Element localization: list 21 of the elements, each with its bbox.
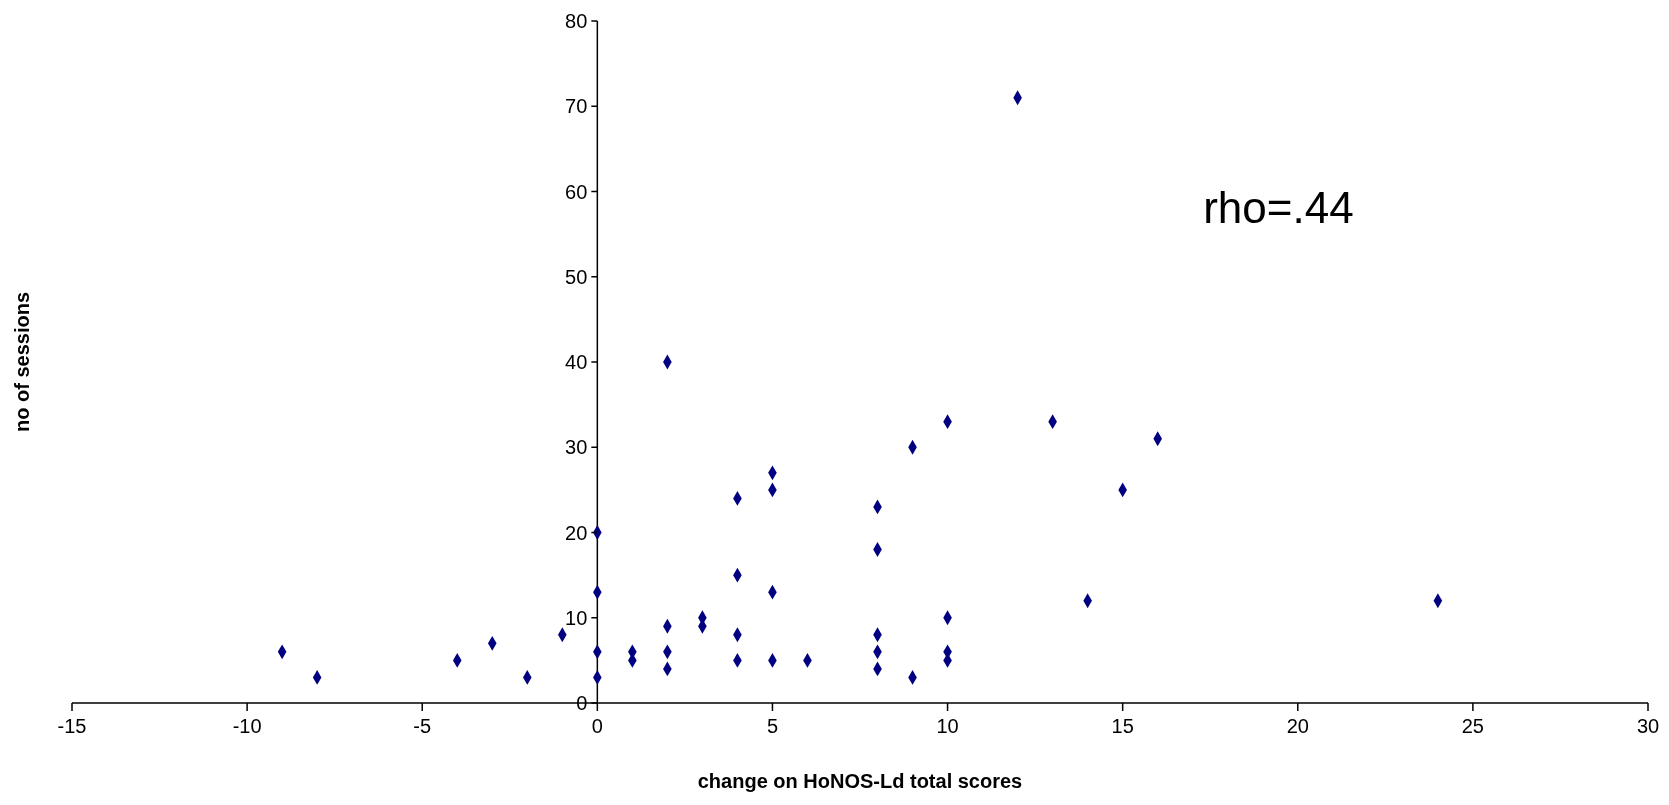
x-axis-title: change on HoNOS-Ld total scores — [697, 770, 1023, 792]
y-tick-label: 40 — [565, 351, 588, 373]
y-axis-title: no of sessions — [10, 291, 34, 433]
x-tick-label: 30 — [1636, 715, 1660, 737]
y-tick-label: 70 — [565, 95, 588, 118]
y-tick-label: 60 — [565, 180, 588, 203]
x-tick-label: -15 — [57, 715, 87, 737]
y-tick-label: 20 — [565, 521, 588, 544]
y-tick-label: 50 — [565, 265, 588, 288]
y-tick-label: 30 — [565, 436, 588, 459]
x-tick-label: -5 — [413, 715, 432, 737]
annotation: rho=.44 — [1203, 182, 1354, 233]
x-tick-label: -10 — [232, 715, 262, 737]
x-tick-label: 25 — [1461, 715, 1485, 737]
x-tick-label: 0 — [591, 715, 603, 737]
x-tick-label: 20 — [1286, 715, 1309, 737]
y-tick-label: 10 — [565, 606, 588, 629]
y-tick-label: 80 — [565, 10, 588, 32]
x-tick-label: 5 — [766, 715, 779, 737]
x-tick-label: 10 — [936, 715, 959, 737]
x-tick-label: 15 — [1111, 715, 1134, 737]
